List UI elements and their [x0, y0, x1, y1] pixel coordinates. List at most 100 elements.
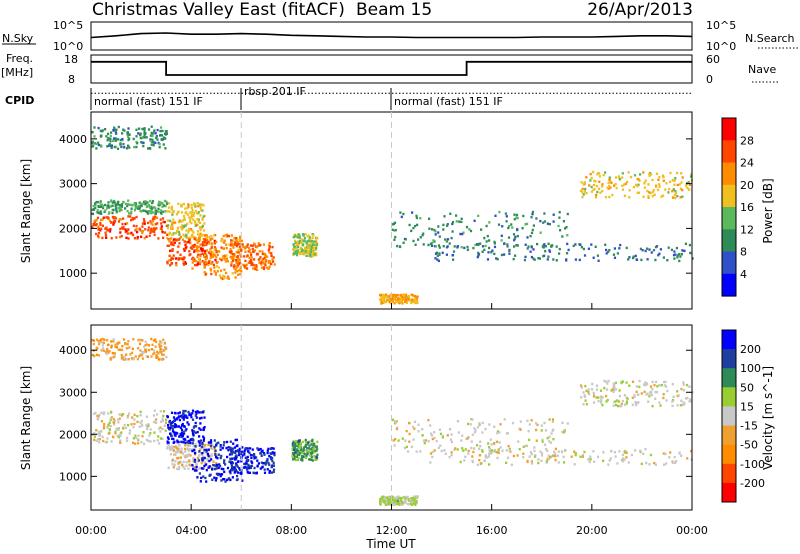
power-cell — [128, 203, 131, 206]
velocity-cell — [100, 430, 103, 433]
power-cell — [229, 255, 232, 259]
velocity-cell — [548, 435, 551, 438]
power-cell — [161, 210, 164, 213]
power-cell — [97, 236, 100, 239]
power-cell — [104, 227, 107, 230]
velocity-cell — [313, 455, 316, 459]
velocity-cell — [563, 431, 566, 434]
power-cell — [401, 302, 404, 305]
power-cell — [558, 216, 561, 219]
power-cell — [442, 228, 445, 231]
power-cell — [112, 128, 115, 132]
velocity-colorbar-tick: -50 — [740, 439, 758, 452]
freq-left-tick-top: 18 — [64, 53, 78, 66]
power-cell — [196, 218, 199, 221]
power-cell — [143, 127, 146, 130]
velocity-cell — [472, 450, 475, 454]
power-cell — [94, 219, 97, 223]
power-cell — [125, 147, 129, 150]
power-cell — [230, 261, 233, 264]
velocity-cell — [209, 446, 213, 449]
velocity-cell — [224, 463, 227, 466]
power-cell — [477, 214, 480, 218]
power-cell — [108, 219, 112, 223]
power-cell — [598, 180, 601, 183]
power-cell — [236, 240, 239, 244]
velocity-cell — [644, 381, 647, 384]
power-cell — [547, 255, 550, 258]
power-cell — [233, 267, 236, 270]
power-cell — [461, 232, 464, 236]
power-cell — [505, 220, 508, 223]
velocity-cell — [112, 435, 115, 439]
power-cell — [139, 136, 142, 140]
velocity-cell — [266, 459, 269, 462]
power-cell — [490, 251, 493, 254]
power-cell — [161, 202, 164, 205]
power-cell — [213, 270, 216, 273]
power-cell — [104, 209, 107, 212]
power-cell — [177, 258, 180, 261]
power-cell — [178, 233, 181, 236]
power-cell — [397, 298, 400, 301]
power-cell — [565, 226, 568, 229]
velocity-cell — [431, 450, 434, 454]
power-cell — [404, 298, 407, 301]
power-cell — [134, 202, 138, 205]
power-cell — [293, 246, 296, 249]
velocity-cell — [473, 447, 476, 450]
power-cell — [127, 199, 130, 202]
power-cell — [587, 247, 590, 250]
power-cell — [661, 174, 664, 177]
power-cell — [119, 142, 122, 146]
power-cell — [383, 294, 386, 297]
velocity-cell — [173, 445, 176, 449]
velocity-cell — [417, 430, 420, 433]
power-cell — [188, 216, 191, 219]
velocity-cell — [219, 444, 222, 447]
power-cell — [446, 238, 450, 241]
power-cell — [93, 135, 96, 138]
power-cell — [237, 257, 240, 260]
velocity-cell — [467, 452, 470, 455]
power-cell — [126, 232, 129, 235]
power-cell — [119, 138, 122, 142]
velocity-cell — [96, 432, 99, 436]
power-cell — [315, 247, 318, 250]
velocity-cell — [633, 395, 636, 399]
velocity-cell — [137, 442, 140, 445]
velocity-cell — [664, 380, 667, 383]
power-cell — [393, 302, 396, 305]
velocity-cell — [194, 421, 197, 425]
power-cell — [168, 233, 171, 236]
velocity-cell — [473, 427, 476, 430]
power-cell — [106, 139, 109, 142]
power-cell — [381, 296, 384, 300]
power-cell — [137, 132, 140, 135]
velocity-cell — [441, 436, 444, 439]
power-cell — [118, 218, 121, 221]
power-cell — [313, 246, 316, 249]
velocity-cell — [682, 383, 685, 386]
velocity-cell — [393, 501, 396, 504]
power-cell — [207, 263, 210, 267]
velocity-cell — [316, 453, 319, 456]
power-cell — [107, 201, 110, 204]
velocity-cell — [379, 500, 382, 503]
velocity-cell — [170, 445, 173, 448]
power-cell — [583, 181, 586, 184]
power-cell — [651, 178, 654, 182]
power-cell — [142, 200, 146, 204]
power-cell — [193, 243, 196, 247]
velocity-cell — [229, 440, 232, 443]
power-cell — [605, 252, 608, 255]
power-cell — [183, 240, 186, 243]
power-cell — [188, 227, 191, 231]
power-cell — [407, 295, 411, 298]
velocity-cell — [625, 381, 628, 384]
power-cell — [644, 179, 647, 182]
velocity-cell — [128, 429, 132, 432]
power-cell — [202, 237, 205, 241]
velocity-cell — [159, 350, 162, 353]
velocity-cell — [223, 470, 226, 474]
